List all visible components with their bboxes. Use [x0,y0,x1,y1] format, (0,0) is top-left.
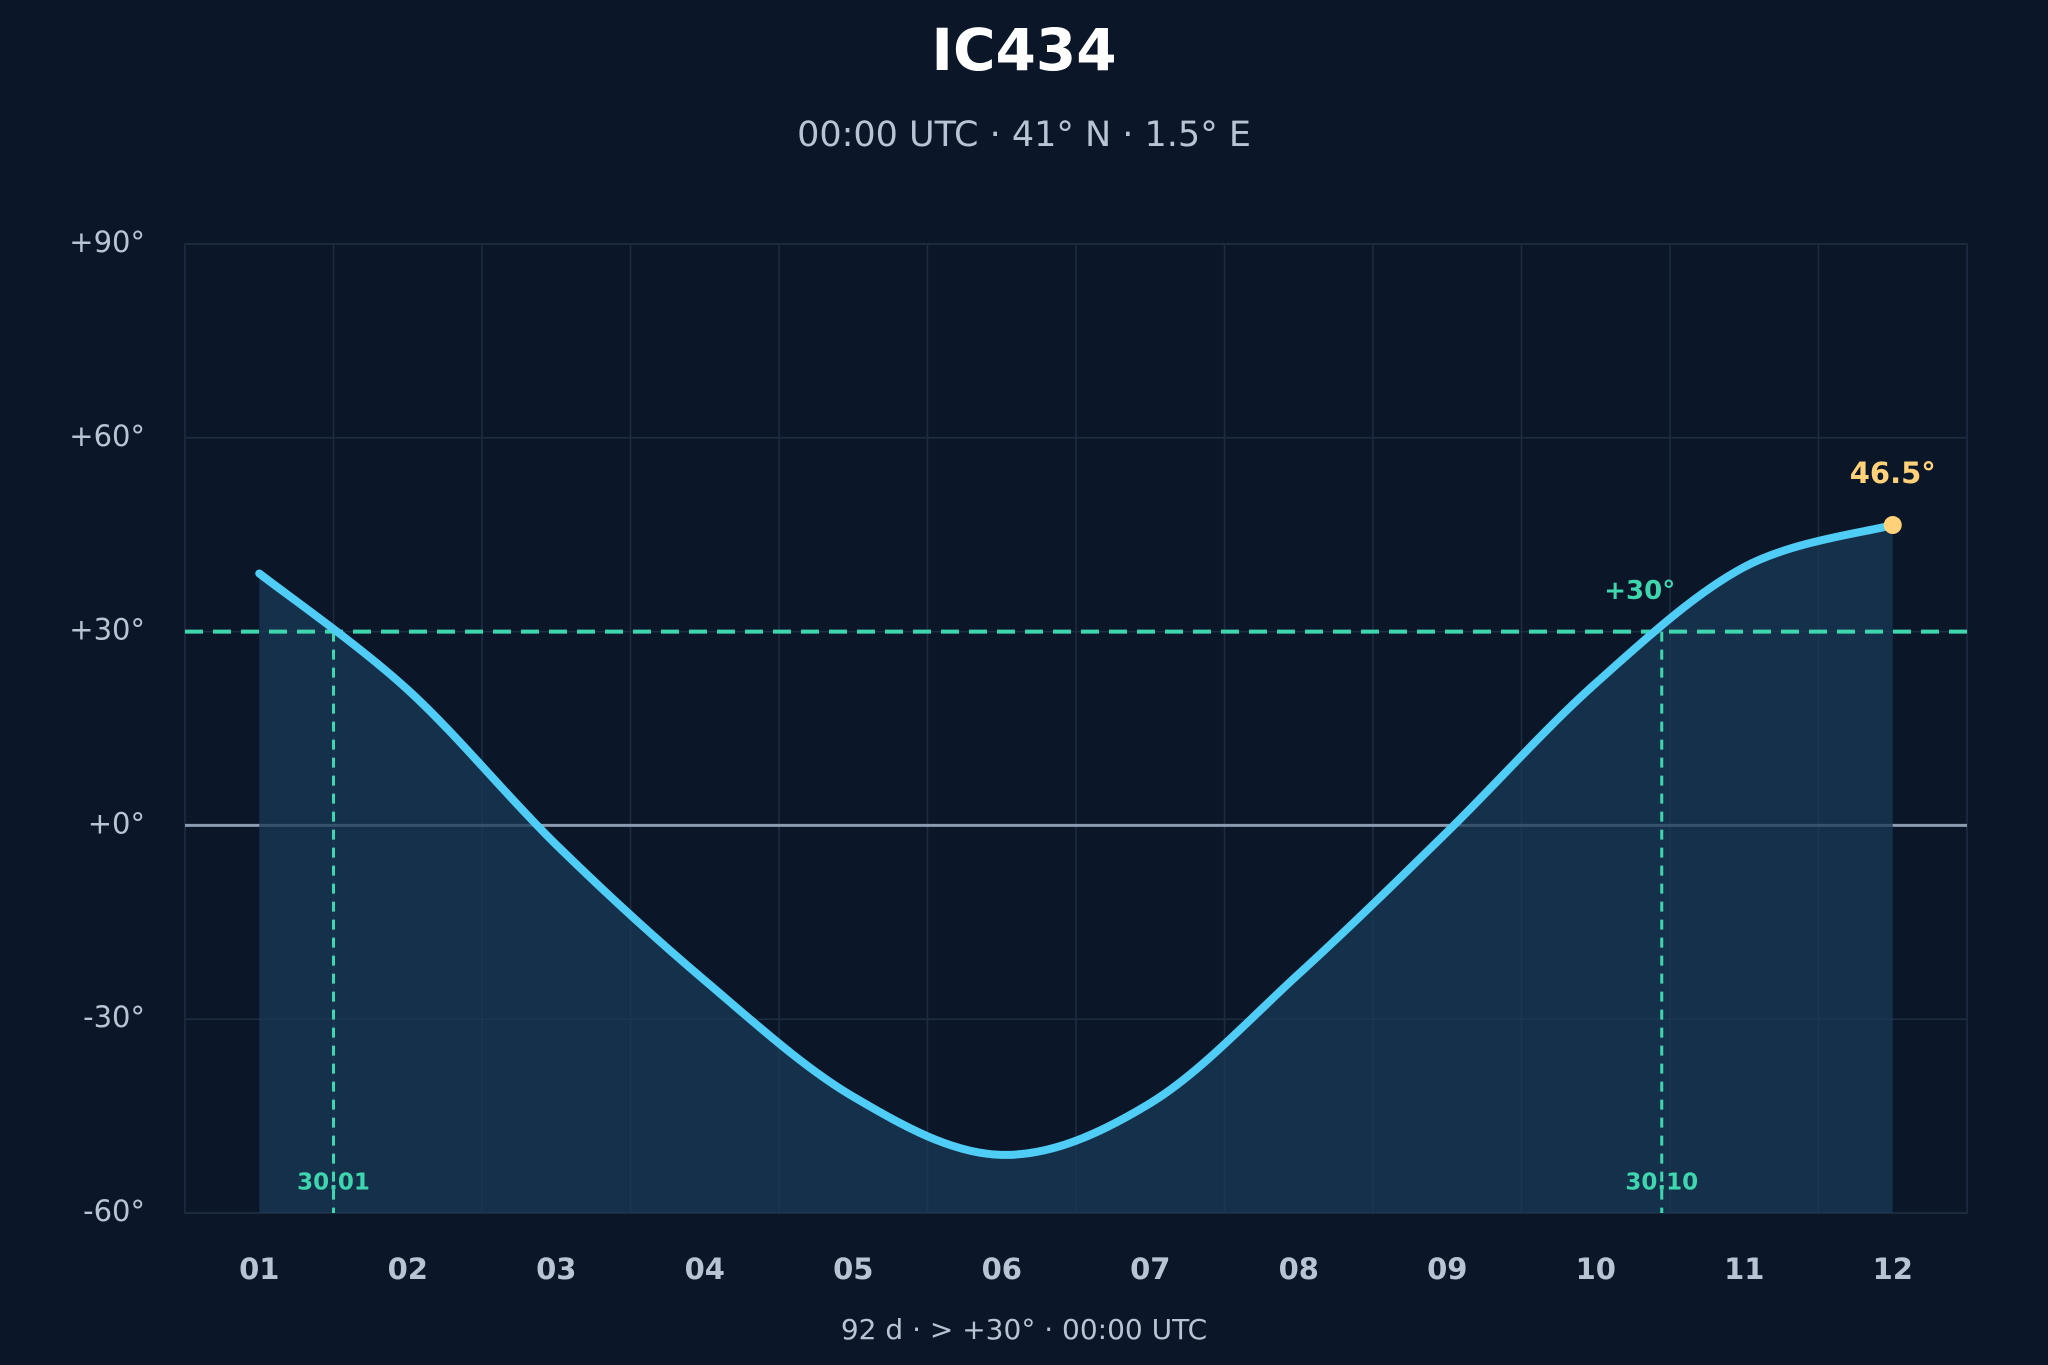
x-tick-label: 11 [1724,1252,1764,1286]
x-tick-label: 10 [1576,1252,1616,1286]
x-tick-label: 07 [1130,1252,1170,1286]
area-fill [259,525,1893,1213]
peak-label: 46.5° [1850,456,1936,490]
x-tick-label: 03 [536,1252,576,1286]
y-tick-label: +90° [69,225,145,259]
y-tick-label: +30° [69,613,145,647]
y-tick-label: +0° [88,806,145,840]
y-tick-label: +60° [69,419,145,453]
crossing-label: 30.01 [297,1170,370,1196]
chart-subtitle: 00:00 UTC · 41° N · 1.5° E [797,115,1251,155]
x-tick-label: 01 [239,1252,279,1286]
y-tick-label: -30° [83,1000,145,1034]
x-tick-label: 05 [833,1252,873,1286]
x-tick-label: 09 [1427,1252,1467,1286]
x-tick-label: 04 [685,1252,725,1286]
threshold-label: +30° [1604,576,1675,606]
chart-title: IC434 [931,16,1116,84]
crossing-label: 30.10 [1625,1170,1698,1196]
chart-footer: 92 d · > +30° · 00:00 UTC [841,1313,1207,1346]
x-tick-label: 08 [1279,1252,1319,1286]
peak-marker [1883,516,1902,535]
x-tick-label: 06 [982,1252,1022,1286]
y-tick-label: -60° [83,1194,145,1228]
x-tick-label: 12 [1873,1252,1913,1286]
x-tick-label: 02 [388,1252,428,1286]
altitude-line [255,521,1897,1159]
